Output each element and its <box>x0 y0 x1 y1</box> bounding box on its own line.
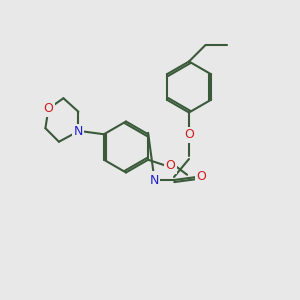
Text: N: N <box>74 125 83 138</box>
Text: N: N <box>150 173 159 187</box>
Text: O: O <box>196 170 206 184</box>
Text: O: O <box>166 159 176 172</box>
Text: N: N <box>74 125 83 138</box>
Text: O: O <box>44 102 53 115</box>
Text: H: H <box>149 172 157 182</box>
Text: O: O <box>184 128 194 142</box>
